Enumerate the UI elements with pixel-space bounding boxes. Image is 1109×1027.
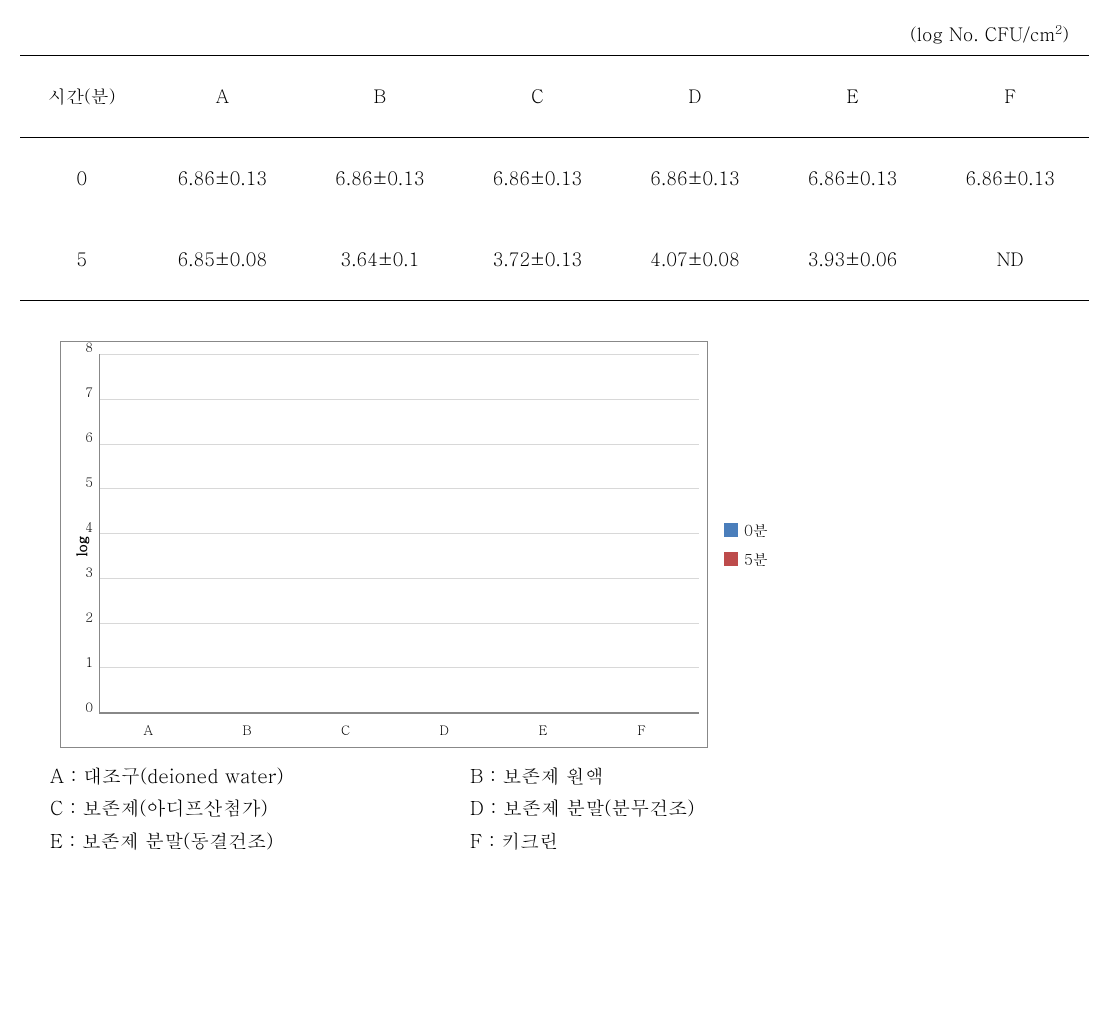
table-row: 56.85±0.083.64±0.13.72±0.134.07±0.083.93… — [20, 219, 1089, 301]
notes-section: A : 대조구(deioned water)B : 보존제 원액C : 보존제(… — [50, 760, 1089, 857]
xtick-label: D — [416, 720, 472, 739]
table-header-cell: 시간(분) — [20, 56, 144, 138]
chart-bars — [100, 354, 699, 713]
legend-swatch — [724, 552, 738, 566]
table-cell: 6.86±0.13 — [301, 138, 459, 220]
table-header-cell: D — [616, 56, 774, 138]
xtick-label: A — [120, 720, 176, 739]
table-body: 06.86±0.136.86±0.136.86±0.136.86±0.136.8… — [20, 138, 1089, 301]
unit-prefix: (log No. CFU/cm — [910, 22, 1055, 47]
table-row: 06.86±0.136.86±0.136.86±0.136.86±0.136.8… — [20, 138, 1089, 220]
note-item: F : 키크린 — [470, 825, 830, 857]
note-item: E : 보존제 분말(동결건조) — [50, 825, 410, 857]
xtick-label: E — [515, 720, 571, 739]
legend-item: 5분 — [724, 549, 768, 570]
table-header-row: 시간(분)ABCDEF — [20, 56, 1089, 138]
chart-plot — [99, 354, 699, 714]
table-header-cell: E — [774, 56, 932, 138]
table-cell: 6.86±0.13 — [774, 138, 932, 220]
xtick-label: C — [318, 720, 374, 739]
table-cell: 3.72±0.13 — [459, 219, 617, 301]
data-table: 시간(분)ABCDEF 06.86±0.136.86±0.136.86±0.13… — [20, 55, 1089, 301]
note-item: C : 보존제(아디프산첨가) — [50, 792, 410, 824]
table-cell: 5 — [20, 219, 144, 301]
legend-label: 5분 — [744, 549, 768, 570]
table-cell: 6.86±0.13 — [931, 138, 1089, 220]
table-cell: 6.86±0.13 — [459, 138, 617, 220]
table-header-cell: B — [301, 56, 459, 138]
table-cell: 0 — [20, 138, 144, 220]
chart-box: log 012345678 ABCDEF — [60, 341, 708, 748]
legend-item: 0분 — [724, 520, 768, 541]
chart-xaxis: A B C D E F — [99, 714, 699, 739]
legend-label: 0분 — [744, 520, 768, 541]
chart-legend: 0분5분 — [724, 520, 768, 570]
table-cell: 3.64±0.1 — [301, 219, 459, 301]
table-cell: ND — [931, 219, 1089, 301]
legend-swatch — [724, 523, 738, 537]
table-cell: 6.85±0.08 — [144, 219, 302, 301]
table-header-cell: F — [931, 56, 1089, 138]
note-item: B : 보존제 원액 — [470, 760, 830, 792]
chart-ylabel: log — [69, 536, 93, 556]
chart-container: log 012345678 ABCDEF 0분5분 — [60, 341, 1089, 748]
table-header-cell: A — [144, 56, 302, 138]
table-header-cell: C — [459, 56, 617, 138]
unit-suffix: ) — [1062, 22, 1069, 47]
table-cell: 6.86±0.13 — [616, 138, 774, 220]
table-cell: 3.93±0.06 — [774, 219, 932, 301]
note-row: A : 대조구(deioned water) B : 보존제 원액 — [50, 760, 1089, 792]
unit-label: (log No. CFU/cm2) — [20, 20, 1089, 47]
xtick-label: B — [219, 720, 275, 739]
table-cell: 6.86±0.13 — [144, 138, 302, 220]
xtick-label: F — [614, 720, 670, 739]
table-cell: 4.07±0.08 — [616, 219, 774, 301]
note-row: C : 보존제(아디프산첨가) D : 보존제 분말(분무건조) — [50, 792, 1089, 824]
note-item: D : 보존제 분말(분무건조) — [470, 792, 830, 824]
note-item: A : 대조구(deioned water) — [50, 760, 410, 792]
note-row: E : 보존제 분말(동결건조) F : 키크린 — [50, 825, 1089, 857]
